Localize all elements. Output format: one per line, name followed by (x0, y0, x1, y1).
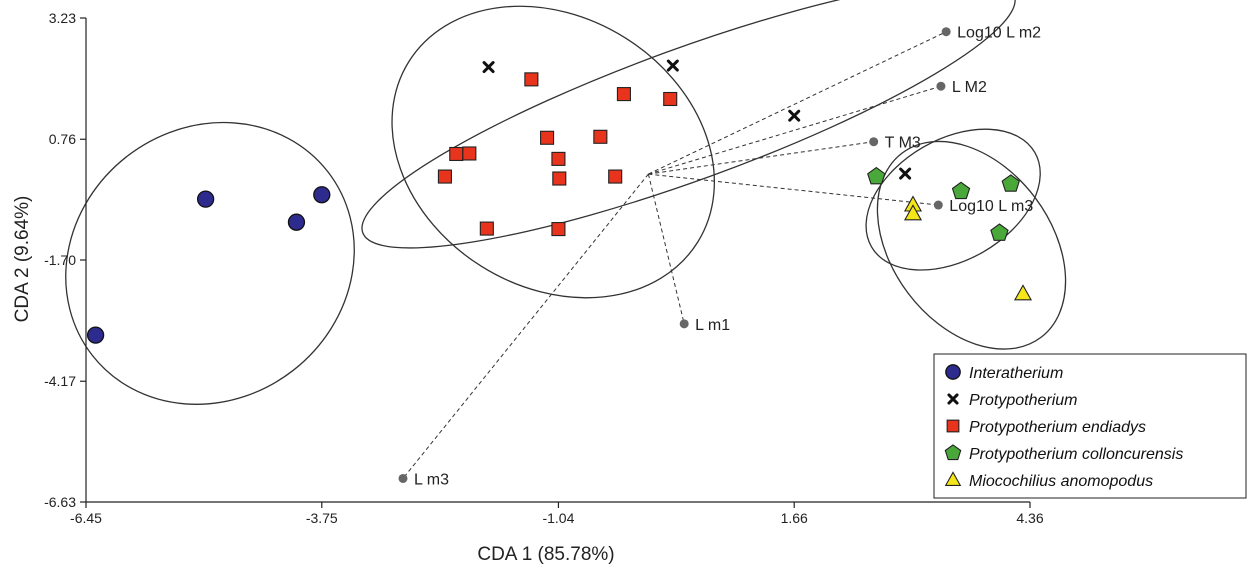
y-tick-label: -6.63 (44, 494, 76, 510)
y-tick-label: -4.17 (44, 373, 76, 389)
point-protypotherium (482, 61, 495, 74)
legend-marker-protypotherium (947, 393, 959, 405)
legend-marker-interatherium (945, 364, 961, 380)
vector-label-t-m3: T M3 (885, 135, 921, 152)
y-axis-title: CDA 2 (9.64%) (12, 196, 33, 323)
vector-line-log10-l-m2 (648, 31, 947, 175)
vector-endpoint-l-m2 (936, 81, 946, 91)
point-protypotherium-endiadys (552, 171, 567, 186)
vector-endpoint-log10-l-m2 (941, 27, 951, 37)
point-protypotherium-endiadys (449, 146, 464, 162)
point-protypotherium-colloncurensis (990, 223, 1009, 241)
vector-line-t-m3 (648, 141, 874, 175)
tick-labels: -6.45 -3.75 -1.04 1.66 4.36 -6.63 -4.17 -1.70 0.… (44, 10, 1044, 526)
vector-label-l-m3: L m3 (414, 471, 449, 488)
vector-line-l-m1 (647, 173, 685, 324)
point-protypotherium-colloncurensis (1001, 174, 1020, 192)
point-interatherium (86, 326, 105, 344)
y-tick-label: -1.70 (44, 252, 76, 268)
x-axis-title: CDA 1 (85.78%) (477, 544, 614, 565)
confidence-ellipse-3 (361, 0, 1016, 249)
point-protypotherium-endiadys (616, 87, 631, 102)
data-points (86, 59, 1033, 344)
x-tick-label: 4.36 (1016, 510, 1043, 526)
point-interatherium (287, 213, 306, 231)
group-ellipses (65, 0, 1067, 405)
vector-endpoint-l-m3 (398, 473, 408, 483)
confidence-ellipse-1 (65, 121, 355, 405)
point-miocochilius-anomopodus (903, 204, 923, 221)
y-tick-label: 0.76 (49, 131, 76, 147)
legend-label-interatherium: Interatherium (969, 365, 1063, 382)
legend-label-protypotherium-colloncurensis: Protypotherium colloncurensis (969, 446, 1183, 463)
point-protypotherium-endiadys (663, 91, 678, 107)
vector-endpoint-t-m3 (869, 137, 879, 147)
point-protypotherium (788, 109, 801, 122)
legend-label-protypotherium: Protypotherium (969, 392, 1078, 409)
x-tick-label: -6.45 (70, 510, 102, 526)
point-protypotherium-colloncurensis (951, 181, 971, 200)
vector-line-l-m3 (402, 173, 649, 479)
legend-box (933, 353, 1247, 499)
vector-line-log10-l-m3 (648, 173, 939, 206)
legend-label-protypotherium-endiadys: Protypotherium endiadys (969, 419, 1146, 436)
point-protypotherium-endiadys (593, 129, 608, 144)
vector-line-l-m2 (648, 85, 942, 175)
x-tick-label: 1.66 (781, 510, 808, 526)
legend-marker-miocochilius-anomopodus (944, 471, 962, 486)
point-interatherium (313, 186, 331, 204)
vector-label-log10-l-m2: Log10 L m2 (957, 25, 1041, 42)
point-protypotherium-endiadys (437, 169, 452, 184)
vector-endpoint-log10-l-m3 (933, 200, 943, 210)
loading-vectors: Log10 L m2 L M2 T M3 Log10 L m3 L m1 L m3 (398, 25, 1041, 488)
x-tick-label: -3.75 (306, 510, 338, 526)
vector-label-log10-l-m3: Log10 L m3 (949, 198, 1033, 215)
point-protypotherium (666, 59, 679, 72)
point-protypotherium-endiadys (608, 169, 623, 184)
legend-marker-protypotherium-colloncurensis (944, 444, 962, 461)
point-protypotherium-endiadys (462, 146, 477, 161)
x-tick-label: -1.04 (542, 510, 574, 526)
vector-label-l-m2: L M2 (952, 79, 987, 96)
y-tick-label: 3.23 (49, 10, 76, 26)
confidence-ellipse-5 (876, 140, 1067, 350)
point-protypotherium-endiadys (551, 151, 566, 166)
point-protypotherium-endiadys (479, 221, 494, 236)
vector-label-l-m1: L m1 (695, 317, 730, 334)
point-protypotherium-endiadys (524, 72, 539, 87)
point-miocochilius-anomopodus (1013, 284, 1033, 301)
vector-endpoint-l-m1 (679, 319, 689, 329)
point-protypotherium-colloncurensis (867, 166, 886, 185)
point-protypotherium (899, 167, 912, 180)
legend: Interatherium Protypotherium Protypotheriu… (933, 353, 1247, 499)
point-interatherium (196, 190, 215, 208)
point-protypotherium-endiadys (551, 222, 566, 237)
confidence-ellipse-2 (391, 5, 716, 299)
legend-label-miocochilius-anomopodus: Miocochilius anomopodus (969, 473, 1153, 490)
legend-marker-protypotherium-endiadys (946, 419, 960, 433)
point-protypotherium-endiadys (540, 130, 555, 145)
confidence-ellipse-4 (865, 128, 1041, 271)
